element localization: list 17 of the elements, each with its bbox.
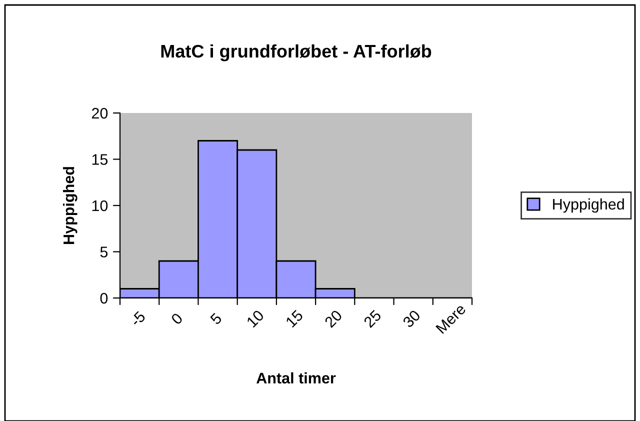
y-tick-label: 0 xyxy=(100,292,108,304)
legend-label: Hyppighed xyxy=(553,198,624,213)
x-tick-label: -5 xyxy=(130,310,146,327)
y-tick-label: 10 xyxy=(92,200,108,212)
x-axis-title: Antal timer xyxy=(256,372,336,384)
y-axis-title: Hyppighed xyxy=(63,167,78,244)
x-tick-label: 20 xyxy=(324,309,343,328)
x-tick-label: 15 xyxy=(285,309,304,328)
x-tick-label: 10 xyxy=(246,309,265,328)
x-tick-label: 25 xyxy=(363,309,382,328)
y-tick-label: 20 xyxy=(92,108,108,119)
chart-title: MatC i grundforløbet - AT-forløb xyxy=(161,44,432,62)
x-tick-label: 0 xyxy=(170,312,184,326)
x-tick-label: 5 xyxy=(210,312,222,326)
x-tick-label: 30 xyxy=(402,309,421,328)
y-tick-label: 5 xyxy=(100,246,108,258)
y-tick-label: 15 xyxy=(92,154,108,165)
